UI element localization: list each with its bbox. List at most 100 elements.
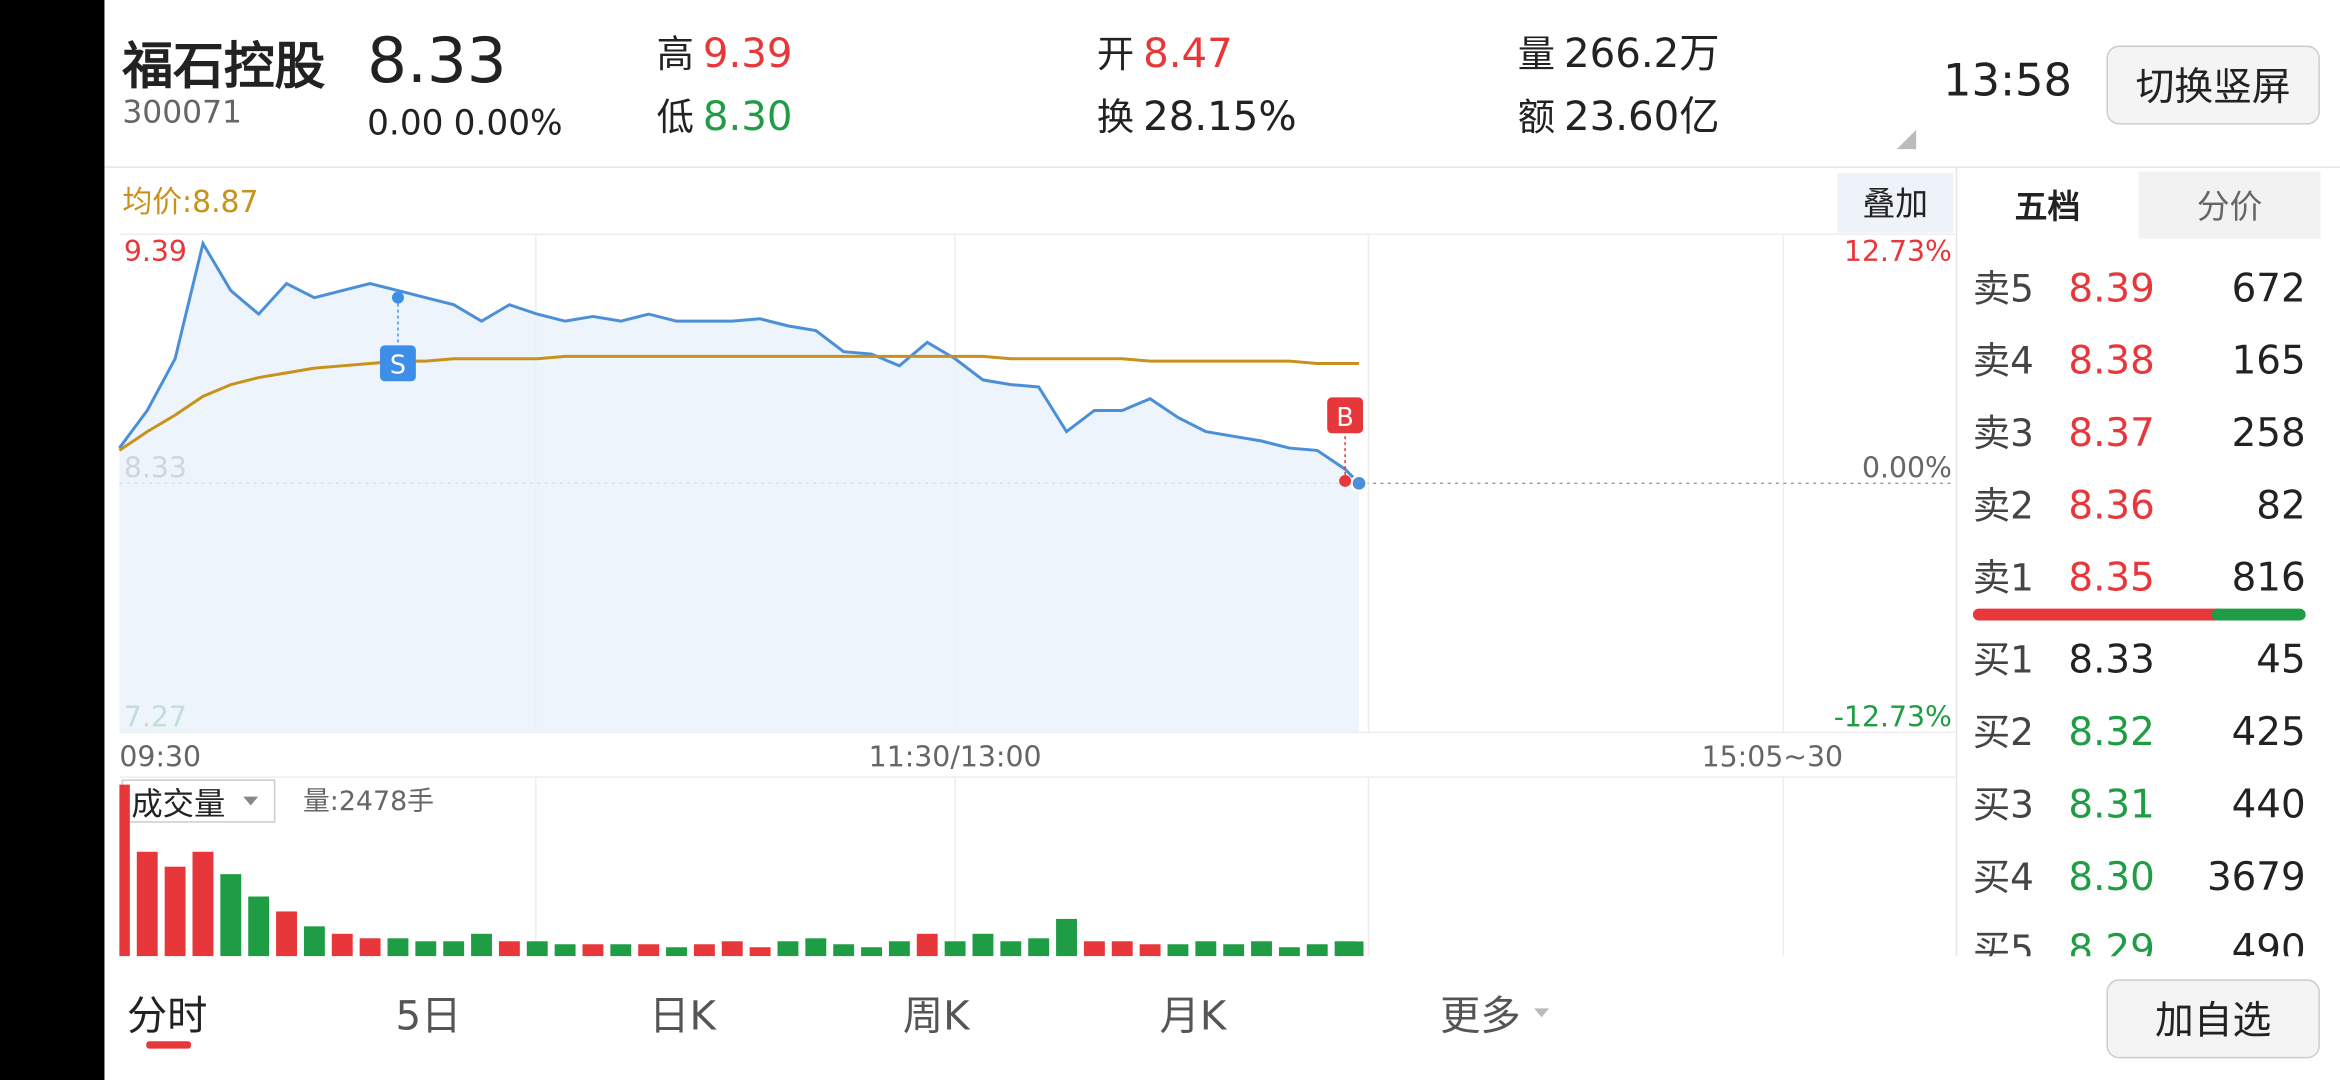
book-price: 8.31 <box>2068 782 2154 827</box>
book-label: 卖1 <box>1973 556 2034 600</box>
dropdown-arrow <box>243 796 259 806</box>
bottom-tab[interactable]: 5日 <box>395 993 461 1039</box>
rotate-button[interactable] <box>2106 45 2320 125</box>
volume-bar <box>136 851 158 957</box>
book-price: 8.35 <box>2068 556 2154 601</box>
turnover-label: 换 <box>1097 95 1134 139</box>
low: 8.30 <box>703 94 793 140</box>
book-volume: 45 <box>2256 638 2305 683</box>
book-volume: 258 <box>2232 411 2306 456</box>
marker-dot <box>391 291 404 304</box>
volume-bar <box>805 938 827 957</box>
volume-bar <box>331 933 353 957</box>
book-label: 买5 <box>1973 927 2034 971</box>
volume-chart <box>119 784 1364 957</box>
book-volume: 165 <box>2232 339 2306 384</box>
bottom-tab[interactable]: 周K <box>903 993 971 1039</box>
add-watchlist-label[interactable]: 加自选 <box>2155 999 2271 1044</box>
bottom-tab[interactable]: 分时 <box>127 993 208 1039</box>
change-pct: 0.00% <box>454 103 563 143</box>
price-area <box>119 243 1360 733</box>
bottom-tab[interactable]: 日K <box>649 993 717 1039</box>
avg-label: 均价:8.87 <box>122 185 258 220</box>
avg-line <box>118 354 1360 452</box>
book-volume: 672 <box>2232 266 2306 311</box>
volume-bar <box>498 941 520 957</box>
amount: 23.60亿 <box>1564 94 1720 140</box>
volume-bar <box>888 941 910 957</box>
price-line <box>118 239 1361 485</box>
book-price: 8.38 <box>2068 339 2154 384</box>
volume-bar <box>833 944 855 957</box>
volume-bar <box>276 911 297 957</box>
volume-bar <box>1139 944 1161 957</box>
book-label: 买4 <box>1973 855 2034 899</box>
last-price-dot <box>1350 474 1368 492</box>
tab-selected[interactable] <box>1957 171 2139 239</box>
volume-bar <box>610 944 632 957</box>
tab-label[interactable]: 分价 <box>2197 188 2263 226</box>
overlay-button[interactable] <box>1837 173 1954 233</box>
open: 8.47 <box>1143 31 1233 77</box>
volume-bar <box>1028 938 1050 957</box>
volume-bar <box>749 947 771 957</box>
corner-handle <box>1896 129 1917 150</box>
more-arrow <box>1534 1008 1550 1018</box>
tab-underline <box>146 1041 192 1049</box>
high: 9.39 <box>703 31 793 77</box>
book-label: 卖3 <box>1973 411 2034 455</box>
bottom-tab[interactable]: 更多 <box>1440 993 1521 1039</box>
marker-dot <box>1339 474 1352 487</box>
marker-box <box>380 345 416 382</box>
marker-label: S <box>390 350 406 380</box>
indicator-label[interactable]: 成交量 <box>131 786 225 822</box>
y2-tick-label: 0.00% <box>1862 451 1952 484</box>
book-volume: 490 <box>2232 927 2306 972</box>
volume-bar <box>415 941 437 957</box>
volume-bar <box>443 941 465 957</box>
book-price: 8.39 <box>2068 266 2154 311</box>
tab[interactable] <box>2138 171 2321 239</box>
tab-label[interactable]: 五档 <box>2015 188 2081 226</box>
volume-bar <box>861 947 882 957</box>
volume-bar <box>1000 941 1022 957</box>
ratio-bar-sell <box>1972 608 2227 621</box>
turnover: 28.15% <box>1143 94 1297 140</box>
price-chart: 7.278.339.39-12.73%0.00%12.73%SB <box>118 233 1955 733</box>
volume-bar <box>192 851 214 957</box>
overlay-button-label[interactable]: 叠加 <box>1862 185 1928 223</box>
volume-bar <box>1167 944 1189 957</box>
volume-bar <box>582 944 604 957</box>
volume-bar <box>944 941 966 957</box>
volume-bar <box>777 941 799 957</box>
volume-label: 量 <box>1518 32 1555 76</box>
book-volume: 82 <box>2256 483 2305 528</box>
book-price: 8.32 <box>2068 710 2154 755</box>
volume-bar <box>721 941 743 957</box>
open-label: 开 <box>1097 32 1134 76</box>
rotate-button-label[interactable]: 切换竖屏 <box>2136 65 2291 110</box>
volume-bar <box>303 926 325 957</box>
volume-bar <box>1354 941 1364 957</box>
book-volume: 3679 <box>2207 855 2306 900</box>
y2-tick-label: 12.73% <box>1844 235 1952 268</box>
x-label: 15:05~30 <box>1702 741 1843 774</box>
book-price: 8.37 <box>2068 411 2154 456</box>
bottom-tab[interactable]: 月K <box>1160 993 1228 1039</box>
add-watchlist-button[interactable] <box>2106 979 2320 1059</box>
volume-bar <box>1278 947 1300 957</box>
book-label: 买2 <box>1973 710 2034 754</box>
volume-bar <box>220 874 242 957</box>
volume-bar <box>119 784 130 957</box>
volume-bar <box>916 933 938 957</box>
order-book: 卖5 8.39 672 卖4 8.38 165 卖3 8.37 258 卖2 8.36 82 卖1 8.3… <box>1973 266 2306 972</box>
volume-bar <box>1223 944 1245 957</box>
book-label: 卖5 <box>1973 266 2034 310</box>
volume-bar <box>693 944 715 957</box>
book-price: 8.36 <box>2068 483 2154 528</box>
book-price: 8.29 <box>2068 927 2154 972</box>
marker-box <box>1327 397 1364 434</box>
volume-bar <box>387 938 409 957</box>
